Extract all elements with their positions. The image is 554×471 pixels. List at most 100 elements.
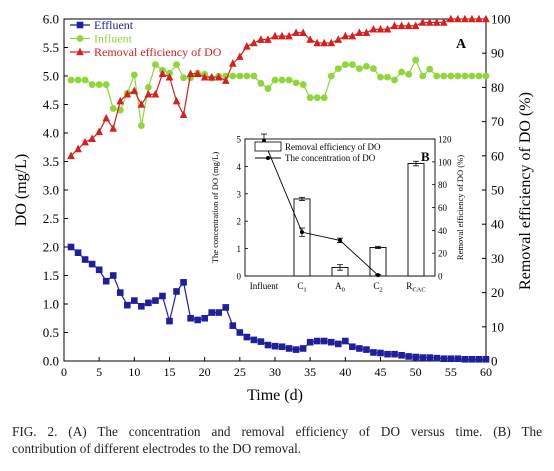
- y-left-tick-label: 0.0: [43, 354, 59, 369]
- data-point: [264, 341, 272, 349]
- x-tick-label: 20: [199, 365, 211, 379]
- x-tick-label: 40: [339, 365, 351, 379]
- data-point: [454, 14, 462, 23]
- data-point: [440, 355, 448, 363]
- data-point: [130, 71, 138, 79]
- data-point: [67, 151, 75, 160]
- data-point: [67, 243, 75, 251]
- data-point: [468, 72, 476, 80]
- data-point: [447, 72, 455, 80]
- data-point: [447, 355, 455, 363]
- inset-y-right-tick-label: 60: [438, 203, 448, 213]
- data-point: [271, 342, 279, 350]
- x-tick-label: 15: [164, 365, 176, 379]
- y-right-tick-label: 10: [491, 319, 504, 334]
- data-point: [349, 343, 356, 351]
- data-point: [186, 69, 195, 78]
- caption-line-2: contribution of different electrodes to …: [12, 441, 302, 456]
- data-point: [341, 31, 350, 40]
- data-point: [355, 28, 364, 36]
- data-point: [306, 94, 314, 102]
- x-tick-label: 0: [61, 365, 67, 379]
- data-point: [193, 69, 202, 78]
- legend-marker: [76, 35, 84, 42]
- data-point: [440, 18, 448, 26]
- y-right-tick-label: 60: [491, 148, 504, 163]
- data-point: [138, 302, 145, 310]
- inset-category-sub: 1: [303, 287, 306, 294]
- data-point: [278, 343, 286, 351]
- data-point: [383, 24, 392, 33]
- data-point: [327, 338, 335, 346]
- y-right-axis-label: Removal efficiency of DO (%): [517, 92, 534, 290]
- data-point: [306, 35, 314, 43]
- data-point: [116, 96, 125, 105]
- data-point: [299, 345, 307, 352]
- data-point: [292, 346, 300, 353]
- data-point: [208, 309, 215, 316]
- data-point: [201, 314, 208, 322]
- inset-legend-line-label: The concentration of DO: [285, 153, 376, 163]
- inset-line-point: [300, 230, 304, 235]
- data-point: [432, 18, 441, 26]
- panel-label-a: A: [456, 37, 467, 52]
- data-point: [236, 52, 244, 60]
- data-point: [250, 38, 258, 47]
- data-point: [426, 354, 434, 361]
- y-left-tick-label: 4.0: [43, 126, 59, 141]
- data-point: [173, 61, 180, 68]
- y-right-tick-label: 70: [491, 114, 504, 129]
- data-point: [250, 336, 258, 344]
- data-point: [334, 35, 343, 43]
- y-left-tick-label: 5.0: [43, 69, 59, 84]
- caption-line-1: FIG. 2. (A) The concentration and remova…: [12, 424, 542, 439]
- data-point: [81, 137, 89, 146]
- figure-caption: FIG. 2. (A) The concentration and remova…: [12, 423, 542, 457]
- data-point: [151, 89, 160, 98]
- inset-line-point: [338, 238, 342, 243]
- data-point: [320, 38, 329, 47]
- data-point: [116, 289, 124, 296]
- inset-category-main: A: [335, 281, 342, 291]
- inset-series-line: [263, 140, 379, 276]
- x-tick-label: 5: [96, 365, 102, 379]
- data-point: [363, 62, 370, 70]
- data-point: [398, 68, 405, 76]
- data-point: [412, 56, 420, 64]
- data-point: [299, 28, 307, 36]
- data-point: [447, 14, 455, 23]
- data-point: [271, 76, 279, 84]
- legend-marker: [76, 47, 84, 56]
- inset-y-right-tick-label: 120: [438, 135, 452, 145]
- data-point: [278, 31, 286, 40]
- data-point: [187, 314, 194, 322]
- data-point: [257, 338, 265, 345]
- data-point: [362, 28, 371, 36]
- data-point: [285, 31, 293, 40]
- data-point: [229, 322, 237, 329]
- inset-y-right-tick-label: 80: [438, 180, 448, 190]
- data-point: [404, 21, 413, 30]
- inset-category-label: C1: [297, 281, 306, 294]
- y-right-tick-label: 30: [491, 251, 504, 266]
- data-point: [405, 353, 412, 360]
- data-point: [320, 337, 328, 345]
- inset-legend-line-marker: [266, 156, 270, 160]
- data-point: [243, 333, 251, 341]
- data-point: [74, 249, 82, 256]
- data-point: [475, 355, 483, 363]
- data-point: [468, 14, 476, 23]
- data-point: [363, 346, 370, 353]
- y-left-tick-label: 1.0: [43, 297, 59, 312]
- data-point: [285, 76, 293, 84]
- data-point: [109, 124, 118, 132]
- data-point: [440, 72, 448, 80]
- x-tick-label: 55: [445, 365, 457, 379]
- data-point: [124, 301, 131, 309]
- data-point: [356, 345, 363, 352]
- data-point: [327, 38, 336, 47]
- data-point: [461, 72, 469, 80]
- data-point: [207, 72, 216, 81]
- data-point: [264, 85, 272, 92]
- y-right-tick-label: 40: [491, 217, 504, 232]
